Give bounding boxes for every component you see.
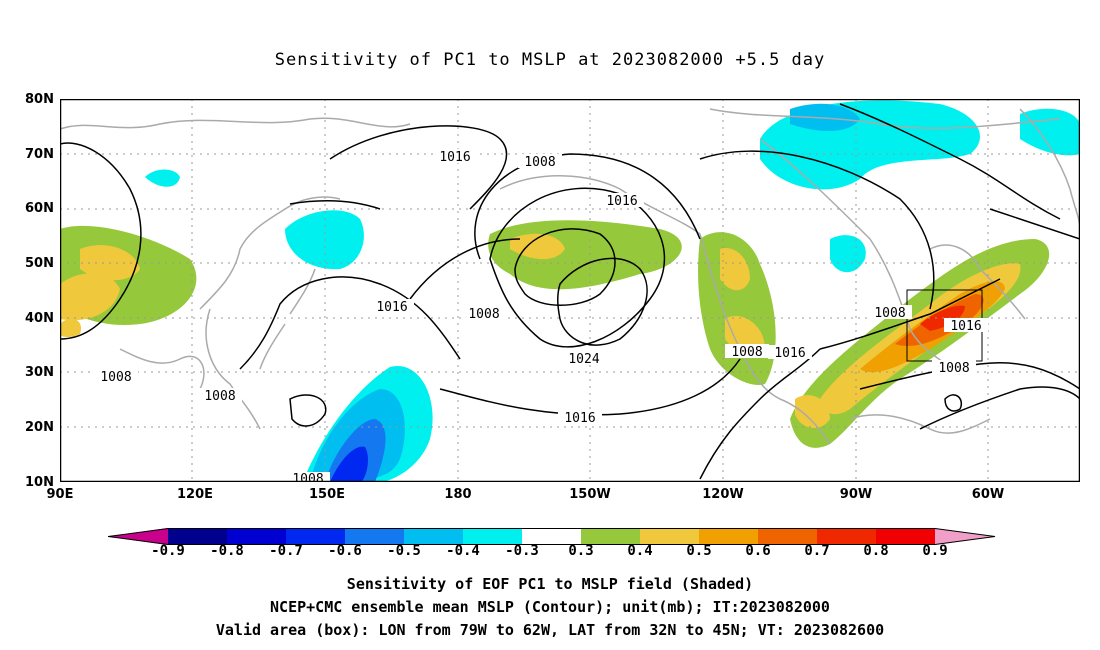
colorbar-label: -0.7	[269, 543, 303, 559]
colorbar-label: -0.6	[328, 543, 362, 559]
footer-line-3: Valid area (box): LON from 79W to 62W, L…	[215, 621, 885, 639]
contour-label: 1016	[564, 411, 595, 426]
lon-label-150e: 150E	[308, 487, 346, 502]
colorbar-bin	[640, 528, 699, 545]
contour-label: 1008	[938, 361, 969, 376]
colorbar-bin	[168, 528, 227, 545]
contour-label: 1016	[439, 150, 470, 165]
colorbar	[108, 528, 996, 545]
contour-label: 1008	[524, 155, 555, 170]
contour-label: 1024	[568, 352, 599, 367]
colorbar-bin	[876, 528, 935, 545]
coastlines	[60, 108, 1080, 445]
contour-label: 1008	[731, 345, 762, 360]
colorbar-label: 0.5	[686, 543, 712, 559]
contour-label: 1008	[468, 307, 499, 322]
contour-label: 1016	[950, 319, 981, 334]
colorbar-bin	[463, 528, 522, 545]
colorbar-bin	[404, 528, 463, 545]
lon-label-180: 180	[444, 487, 472, 502]
lat-label-80n: 80N	[25, 92, 54, 107]
footer-line-1: Sensitivity of EOF PC1 to MSLP field (Sh…	[346, 575, 754, 593]
colorbar-bin	[286, 528, 345, 545]
colorbar-bin	[817, 528, 876, 545]
mslp-contours	[60, 103, 1080, 480]
colorbar-label: 0.7	[804, 543, 830, 559]
contour-label: 1008	[292, 472, 323, 482]
colorbar-bin	[758, 528, 817, 545]
colorbar-bin	[699, 528, 758, 545]
contour-label: 1008	[874, 306, 905, 321]
colorbar-low-triangle	[108, 528, 168, 545]
contour-label: 1016	[606, 194, 637, 209]
contour-label: 1008	[100, 370, 131, 385]
colorbar-label: 0.8	[863, 543, 889, 559]
lat-label-70n: 70N	[25, 147, 54, 162]
colorbar-label: 0.9	[922, 543, 948, 559]
contour-label: 1016	[376, 300, 407, 315]
colorbar-high-triangle	[935, 528, 995, 545]
colorbar-label: 0.3	[568, 543, 594, 559]
sensitivity-map: 1016 1008 1016 1016 1008 1024 1016 1008 …	[60, 99, 1080, 482]
colorbar-label: -0.8	[210, 543, 244, 559]
footer-line-2: NCEP+CMC ensemble mean MSLP (Contour); u…	[270, 598, 830, 616]
colorbar-label: -0.5	[387, 543, 421, 559]
map-frame	[60, 99, 1080, 482]
lat-label-40n: 40N	[25, 311, 54, 326]
colorbar-label: 0.4	[627, 543, 653, 559]
contour-labels: 1016 1008 1016 1016 1008 1024 1016 1008 …	[94, 149, 988, 482]
lat-label-30n: 30N	[25, 365, 54, 380]
lon-label-60w: 60W	[971, 487, 1005, 502]
colorbar-label: 0.6	[745, 543, 771, 559]
chart-title: Sensitivity of PC1 to MSLP at 2023082000…	[274, 50, 826, 70]
lat-label-20n: 20N	[25, 420, 54, 435]
lat-label-10n: 10N	[25, 475, 54, 490]
lat-label-50n: 50N	[25, 256, 54, 271]
colorbar-label: -0.3	[505, 543, 539, 559]
contour-label: 1008	[204, 389, 235, 404]
lon-label-120w: 120W	[702, 487, 744, 502]
shading-positive	[60, 220, 1050, 448]
lon-label-150w: 150W	[569, 487, 611, 502]
lat-label-60n: 60N	[25, 201, 54, 216]
colorbar-bin	[345, 528, 404, 545]
lon-label-90w: 90W	[839, 487, 873, 502]
colorbar-bin	[581, 528, 640, 545]
contour-label: 1016	[774, 346, 805, 361]
colorbar-bin	[522, 528, 581, 545]
colorbar-label: -0.9	[151, 543, 185, 559]
lon-label-120e: 120E	[176, 487, 214, 502]
shading-negative	[145, 100, 1080, 482]
colorbar-bin	[227, 528, 286, 545]
lon-label-90e: 90E	[46, 487, 74, 502]
colorbar-label: -0.4	[446, 543, 480, 559]
